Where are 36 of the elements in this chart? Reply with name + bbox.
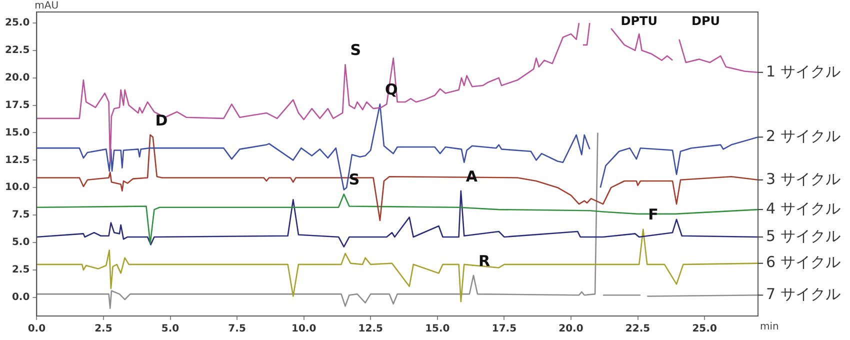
x-tick-label: 22.5 <box>625 324 650 335</box>
y-tick-label: 0.0 <box>12 292 30 303</box>
x-axis-title: min <box>760 322 779 333</box>
series-label: 4 サイクル <box>766 199 840 218</box>
series-label: 6 サイクル <box>766 253 840 272</box>
annotation: S <box>350 41 362 60</box>
y-tick-label: 20.0 <box>4 72 30 84</box>
annotation: DPU <box>692 14 720 28</box>
y-axis-title: mAU <box>34 0 59 12</box>
y-tick-label: 12.5 <box>4 154 30 166</box>
x-tick-label: 5.0 <box>161 324 180 335</box>
x-tick-label: 25.0 <box>692 324 717 335</box>
x-tick-label: 10.0 <box>291 324 316 335</box>
x-tick-label: 15.0 <box>425 324 450 335</box>
annotation: R <box>478 252 490 270</box>
x-tick-label: 12.5 <box>358 324 383 335</box>
y-tick-label: 5.0 <box>12 237 30 248</box>
y-tick-label: 2.5 <box>12 264 30 276</box>
x-tick-label: 2.5 <box>94 324 112 335</box>
x-tick-label: 17.5 <box>492 324 517 335</box>
annotation: DPTU <box>620 14 658 28</box>
y-tick-label: 15.0 <box>4 127 30 138</box>
y-tick-label: 10.0 <box>4 182 30 194</box>
series-label: 1 サイクル <box>766 62 840 80</box>
annotation: D <box>155 111 168 130</box>
series-label: 2 サイクル <box>766 127 840 146</box>
x-tick-label: 0.0 <box>28 324 46 335</box>
y-tick-label: 25.0 <box>4 18 30 29</box>
y-tick-label: 7.5 <box>12 210 30 221</box>
x-tick-label: 20.0 <box>558 324 584 335</box>
series-label: 7 サイクル <box>766 285 840 304</box>
y-tick-label: 22.5 <box>4 45 30 56</box>
x-tick-label: 7.5 <box>228 324 246 335</box>
y-tick-label: 17.5 <box>4 100 30 111</box>
series-label: 3 サイクル <box>766 170 840 188</box>
series-label: 5 サイクル <box>766 226 840 245</box>
